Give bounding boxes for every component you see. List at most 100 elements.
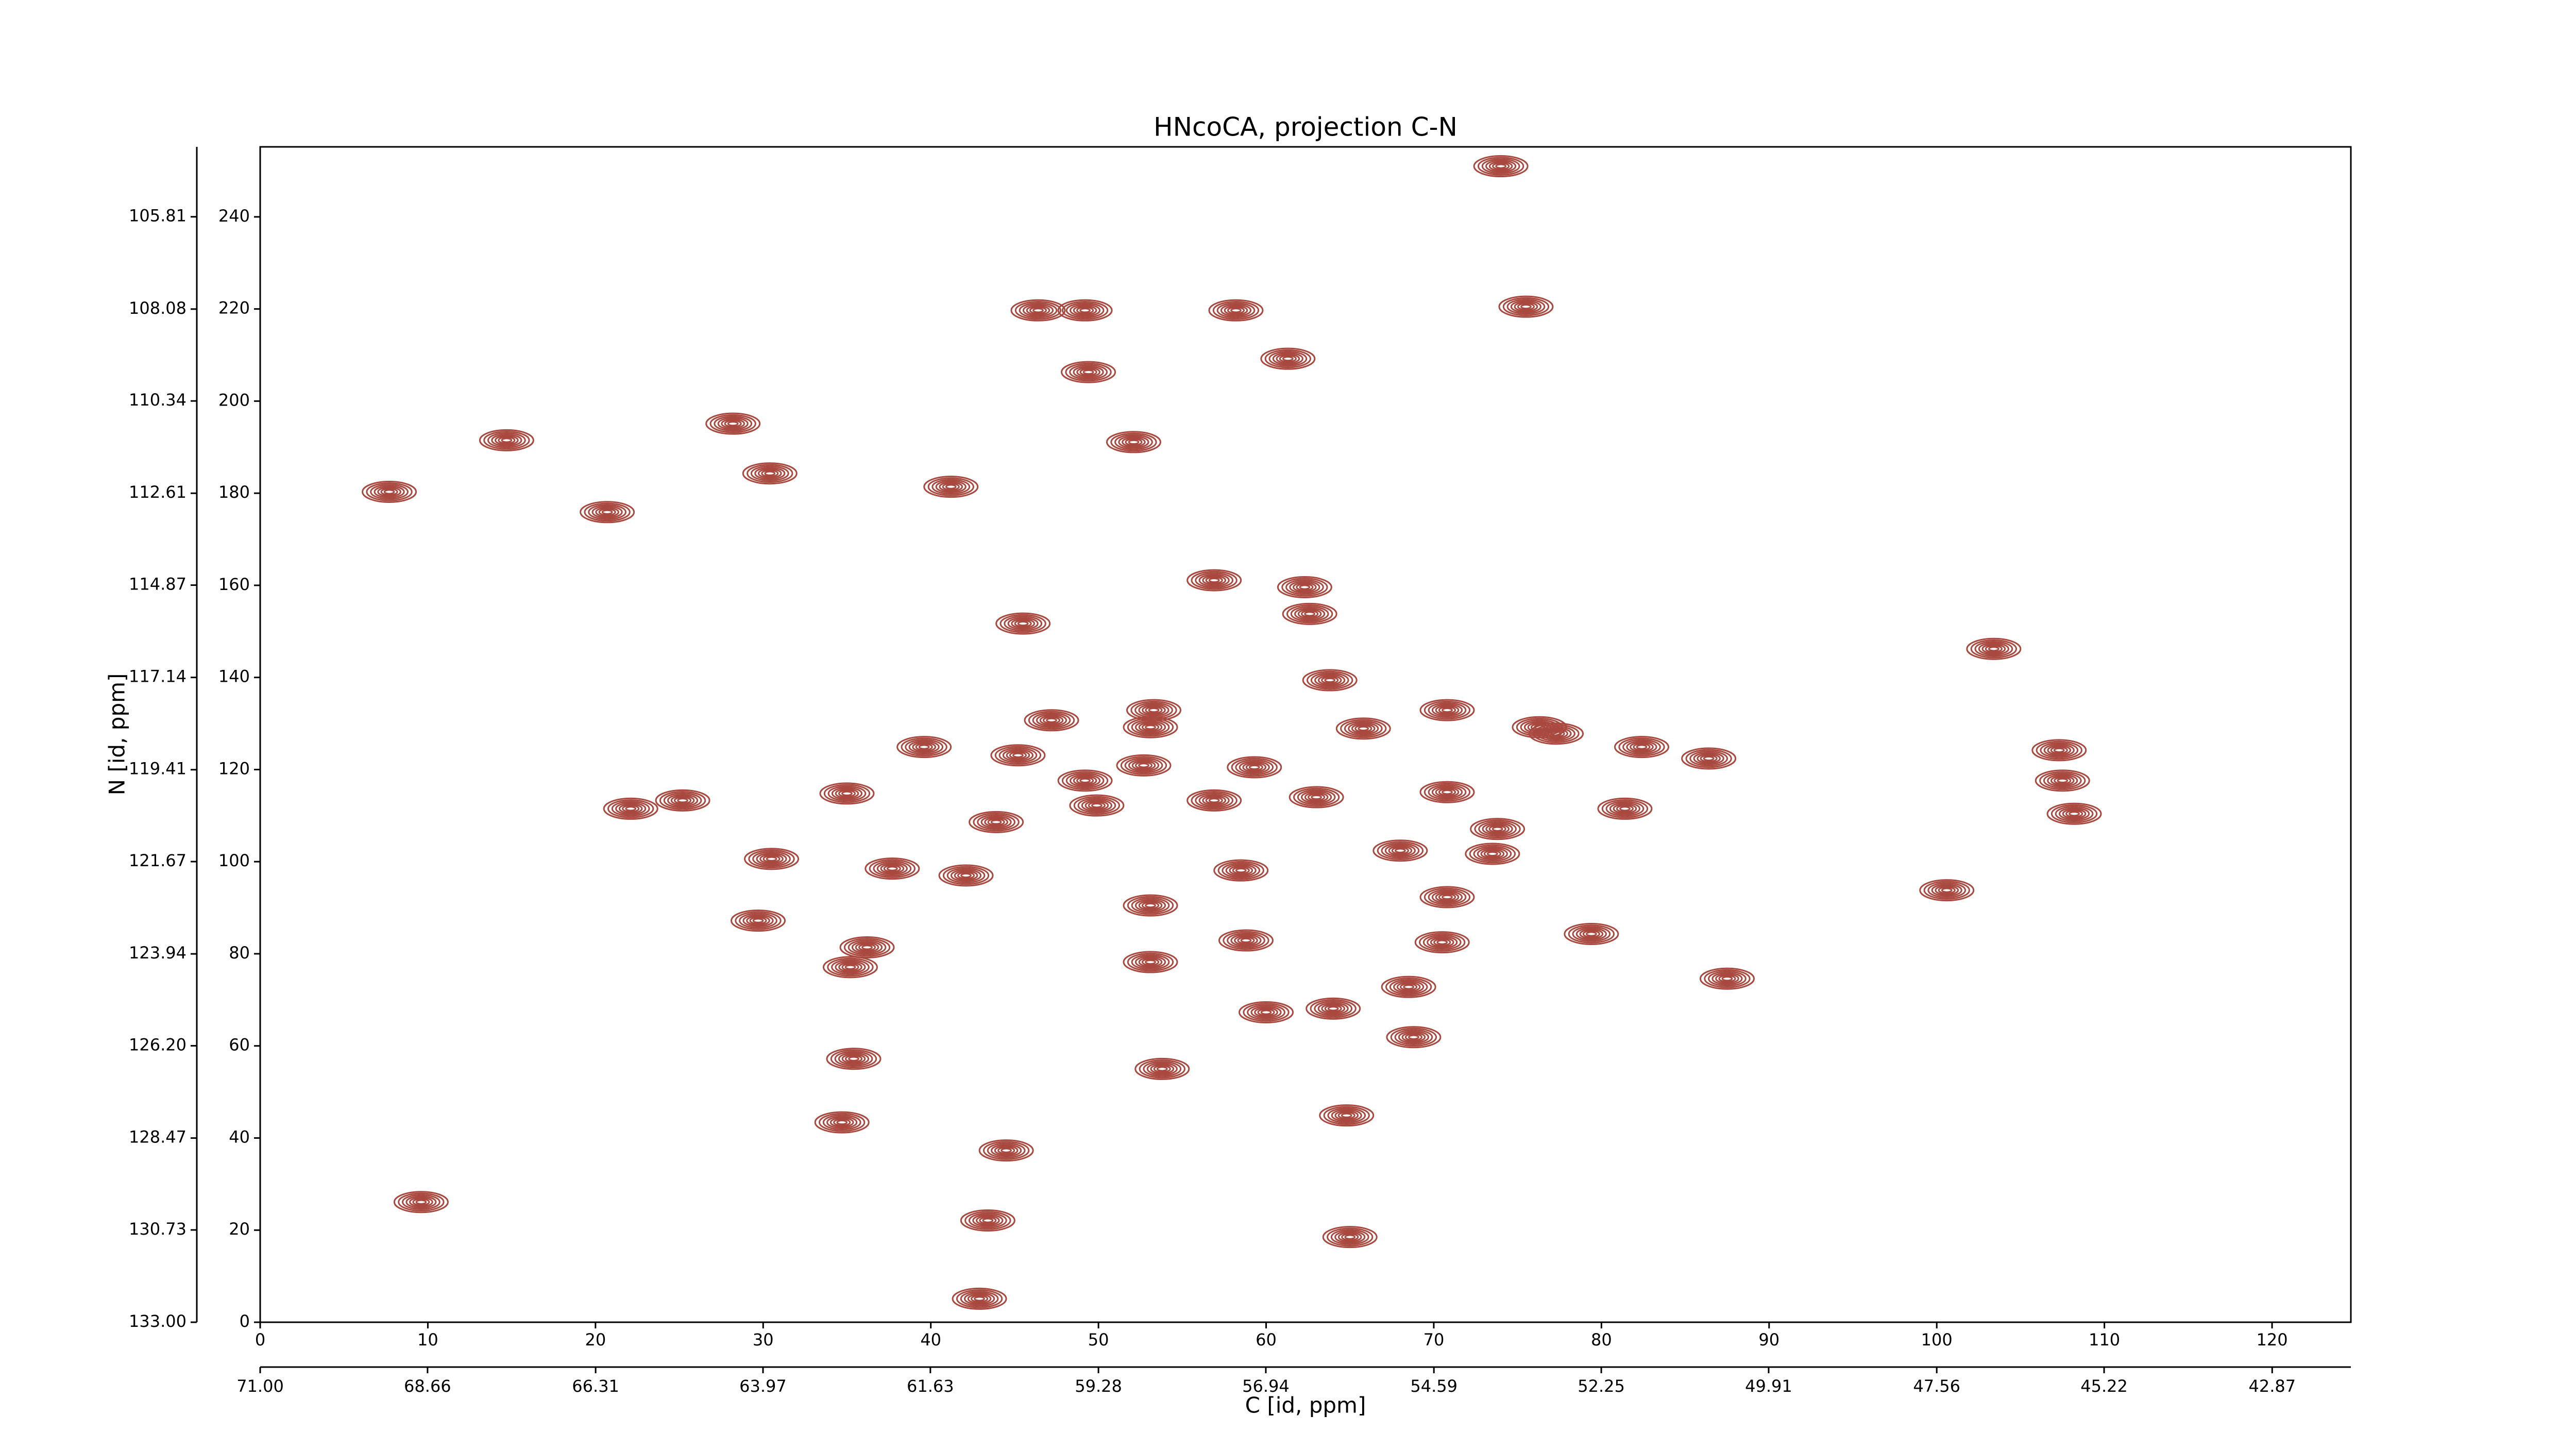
peak-contour [1431, 785, 1463, 799]
peak-contour [1401, 1032, 1426, 1042]
peak-contour [2039, 771, 2086, 790]
peak-contour [1205, 796, 1223, 804]
peak-contour [603, 797, 658, 820]
peak-contour [1435, 892, 1460, 902]
peak-contour [1582, 930, 1600, 938]
peak-contour [1319, 1104, 1375, 1127]
peak-contour [1134, 899, 1166, 912]
peak-contour [622, 804, 640, 813]
peak-contour [1138, 703, 1170, 717]
peak-contour [1436, 939, 1448, 945]
peak-contour [1721, 976, 1733, 982]
y-tick-label: 60 [229, 1035, 250, 1055]
peak-contour [1419, 781, 1475, 803]
peak-contour [1572, 926, 1611, 942]
peak-contour [374, 485, 405, 498]
peak-contour [393, 1191, 449, 1214]
peak-contour [1006, 750, 1030, 761]
peak-contour [1131, 719, 1170, 735]
peak-contour [1145, 903, 1156, 908]
peak-contour [1331, 1109, 1362, 1122]
peak-contour [831, 959, 870, 975]
peak-contour [826, 1116, 858, 1129]
peak-contour [1423, 782, 1471, 802]
peak-contour [1187, 789, 1242, 812]
y2-tick-label: 110.34 [129, 390, 187, 410]
peak-contour [1213, 859, 1269, 882]
x2-tick-label: 49.91 [1745, 1376, 1792, 1396]
y-tick-label: 100 [218, 851, 250, 870]
peak-contour [1388, 845, 1413, 856]
peak-contour [1372, 839, 1428, 862]
peak-contour [2058, 807, 2090, 820]
peak-contour [938, 864, 994, 887]
peak-contour [1296, 583, 1314, 591]
y2-tick-label: 133.00 [129, 1311, 187, 1331]
peak-contour [598, 508, 616, 516]
peak-contour [1537, 726, 1575, 742]
peak-contour [1428, 702, 1467, 718]
peak-contour [1299, 584, 1311, 590]
peak-contour [1517, 302, 1535, 311]
peak-contour [2065, 810, 2083, 818]
peak-contour [1069, 774, 1101, 787]
peak-contour [1293, 582, 1317, 593]
y-axis-label: N [id, ppm] [105, 673, 130, 796]
peak-contour [1423, 887, 1471, 907]
peak-contour [1134, 955, 1166, 969]
x-tick-label: 120 [2257, 1330, 2288, 1350]
peak-contour [1222, 862, 1261, 879]
peak-contour [1191, 570, 1238, 590]
peak-contour [2040, 742, 2079, 759]
x-tick-label: 20 [585, 1330, 606, 1350]
peak-contour [1337, 1111, 1355, 1120]
peak-contour [1257, 1008, 1275, 1016]
peak-contour [1227, 306, 1245, 314]
peak-contour [843, 938, 891, 957]
peak-contour [1153, 1065, 1171, 1073]
peak-contour [1026, 305, 1050, 316]
peak-contour [1127, 896, 1174, 915]
peak-contour [1613, 803, 1637, 814]
peak-contour [838, 1052, 870, 1066]
peak-contour [830, 1049, 877, 1069]
x-tick-label: 90 [1758, 1330, 1780, 1350]
peak-contour [1237, 936, 1255, 945]
peak-contour [950, 869, 982, 882]
x-tick-label: 40 [920, 1330, 941, 1350]
peak-contour [766, 856, 777, 862]
peak-contour [1396, 982, 1421, 992]
peak-contour [1988, 646, 1999, 652]
peak-contour [742, 462, 798, 485]
x-tick-label: 70 [1423, 1330, 1445, 1350]
peak-contour [1289, 580, 1320, 594]
peak-contour [974, 1296, 985, 1302]
peak-contour [1220, 304, 1252, 317]
peak-contour [1279, 355, 1297, 363]
peak-contour [1327, 1107, 1366, 1123]
peak-contour [998, 747, 1038, 764]
x2-tick-label: 59.28 [1075, 1376, 1122, 1396]
peak-contour [1618, 737, 1665, 756]
peak-contour [1564, 923, 1619, 946]
peak-contour [1260, 1009, 1272, 1015]
peak-contour [1198, 574, 1230, 587]
peak-contour [1156, 1066, 1168, 1072]
peak-contour [1216, 302, 1256, 318]
peak-contour [1473, 846, 1512, 862]
peak-contour [670, 795, 695, 806]
peak-contour [829, 1117, 854, 1127]
peak-contour [2054, 777, 2072, 785]
peak-contour [1272, 352, 1303, 365]
peak-contour [939, 481, 963, 492]
peak-contour [873, 861, 912, 877]
peak-contour [923, 476, 979, 498]
peak-contour [370, 484, 409, 500]
peak-contour [1128, 439, 1140, 445]
peak-contour [1057, 769, 1113, 792]
peak-contour [865, 857, 920, 880]
peak-contour [973, 813, 1020, 832]
y-tick-label: 120 [218, 759, 250, 778]
peak-contour [1633, 743, 1651, 751]
peak-contour [607, 799, 654, 818]
